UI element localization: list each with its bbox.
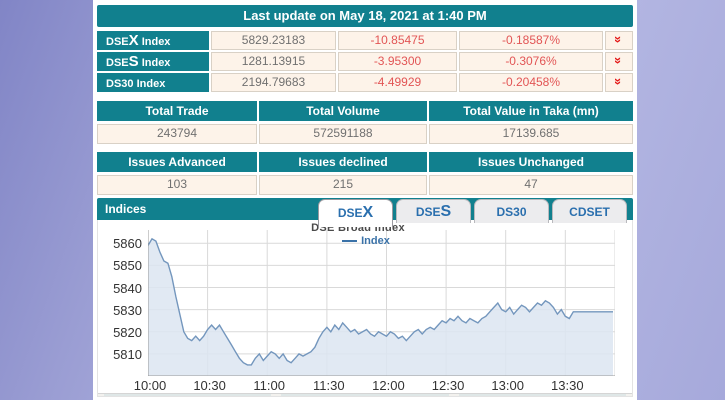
x-tick-label: 12:00 xyxy=(372,378,405,393)
legend-line-swatch xyxy=(342,240,358,243)
tab-dses[interactable]: DSES xyxy=(396,199,471,223)
index-area-chart xyxy=(148,230,615,376)
total-volume-header: Total Volume xyxy=(259,101,427,121)
chart-legend: Index xyxy=(98,235,634,247)
total-volume-value: 572591188 xyxy=(259,124,427,144)
issues-declined-value: 215 xyxy=(259,175,427,195)
index-summary-table: DSEX Index 5829.23183 -10.85475 -0.18587… xyxy=(97,31,633,92)
legend-label: Index xyxy=(361,235,390,247)
index-name-ds30: DS30 Index xyxy=(97,73,209,92)
totals-value-row: 243794 572591188 17139.685 xyxy=(97,124,633,144)
total-value-header: Total Value in Taka (mn) xyxy=(429,101,633,121)
issues-value-row: 103 215 47 xyxy=(97,175,633,195)
index-change: -10.85475 xyxy=(338,31,457,50)
issues-advanced-value: 103 xyxy=(97,175,257,195)
x-tick-label: 10:00 xyxy=(133,378,167,393)
index-change: -3.95300 xyxy=(338,52,457,71)
tab-dsex[interactable]: DSEX xyxy=(318,199,393,227)
x-tick-label: 11:00 xyxy=(253,378,285,393)
x-tick-label: 11:30 xyxy=(313,378,345,393)
totals-header-row: Total Trade Total Volume Total Value in … xyxy=(97,101,633,121)
table-row: DSEX Index 5829.23183 -10.85475 -0.18587… xyxy=(97,31,633,50)
index-name-dsex: DSEX Index xyxy=(97,31,209,50)
index-chart: DSE Broad Index Index 5810 5820 5830 5840 58… xyxy=(97,220,633,397)
x-tick-label: 12:30 xyxy=(431,378,465,393)
y-tick-label: 5810 xyxy=(113,346,142,362)
issues-unchanged-header: Issues Unchanged xyxy=(429,152,633,172)
market-data-panel: Last update on May 18, 2021 at 1:40 PM D… xyxy=(93,0,637,400)
cut-off-next-section xyxy=(98,393,632,396)
index-name-dses: DSES Index xyxy=(97,52,209,71)
index-value: 1281.13915 xyxy=(211,52,336,71)
x-tick-label: 10:30 xyxy=(193,378,226,393)
last-update-bar: Last update on May 18, 2021 at 1:40 PM xyxy=(97,5,633,27)
index-change: -4.49929 xyxy=(338,73,457,92)
index-change-pct: -0.3076% xyxy=(459,52,603,71)
tab-ds30[interactable]: DS30 xyxy=(474,199,549,223)
totals-table: Total Trade Total Volume Total Value in … xyxy=(97,101,633,144)
trend-down-icon: » xyxy=(605,31,633,50)
index-tabs: DSEX DSES DS30 CDSET xyxy=(318,199,627,227)
x-tick-label: 13:00 xyxy=(491,378,524,393)
x-tick-label: 13:30 xyxy=(551,378,584,393)
total-trade-header: Total Trade xyxy=(97,101,257,121)
y-tick-label: 5850 xyxy=(113,258,142,274)
index-value: 5829.23183 xyxy=(211,31,336,50)
issues-table: Issues Advanced Issues declined Issues U… xyxy=(97,152,633,195)
y-tick-label: 5830 xyxy=(113,302,142,318)
issues-advanced-header: Issues Advanced xyxy=(97,152,257,172)
tab-cdset[interactable]: CDSET xyxy=(552,199,627,223)
y-tick-label: 5820 xyxy=(113,324,142,340)
issues-declined-header: Issues declined xyxy=(259,152,427,172)
y-tick-label: 5840 xyxy=(113,280,142,296)
index-change-pct: -0.20458% xyxy=(459,73,603,92)
indices-section: Indices DSEX DSES DS30 CDSET DSE Broad I… xyxy=(97,198,633,397)
issues-header-row: Issues Advanced Issues declined Issues U… xyxy=(97,152,633,172)
index-value: 2194.79683 xyxy=(211,73,336,92)
y-tick-label: 5860 xyxy=(113,236,142,252)
total-value-taka: 17139.685 xyxy=(429,124,633,144)
table-row: DS30 Index 2194.79683 -4.49929 -0.20458%… xyxy=(97,73,633,92)
total-trade-value: 243794 xyxy=(97,124,257,144)
trend-down-icon: » xyxy=(605,73,633,92)
table-row: DSES Index 1281.13915 -3.95300 -0.3076% … xyxy=(97,52,633,71)
trend-down-icon: » xyxy=(605,52,633,71)
index-change-pct: -0.18587% xyxy=(459,31,603,50)
issues-unchanged-value: 47 xyxy=(429,175,633,195)
